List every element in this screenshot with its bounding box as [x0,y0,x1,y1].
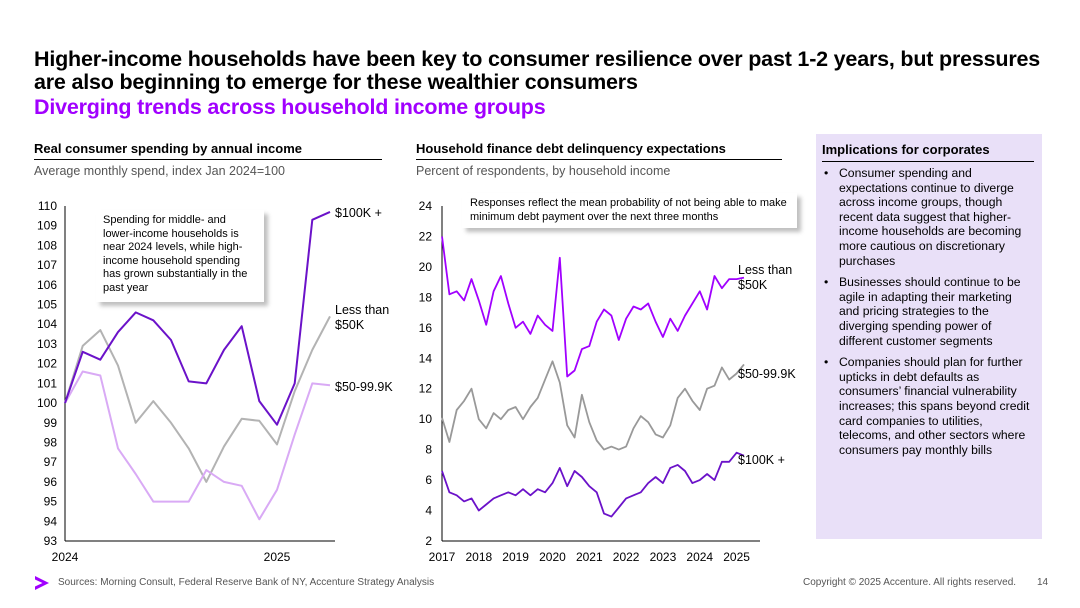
x-tick-label: 2021 [576,550,603,564]
y-tick-label: 24 [419,199,433,213]
y-tick-label: 100 [37,396,57,410]
y-tick-label: 18 [419,290,433,304]
x-tick-label: 2017 [429,550,456,564]
spending-chart: 93 94 95 96 97 98 99 100 101 102 103 104 105 106 107 10… [37,199,393,564]
y-tick-label: 99 [44,416,58,430]
right-callout: Responses reflect the mean probability o… [462,193,797,228]
y-tick-label: 2 [425,534,432,548]
footer-copyright: Copyright © 2025 Accenture. All rights r… [803,577,1017,588]
y-tick-label: 93 [44,534,58,548]
accenture-logo-icon [35,576,49,590]
x-tick-label: 2024 [686,550,713,564]
series-line [441,236,745,378]
x-tick-label: 2018 [465,550,492,564]
series-label: $100K + [335,206,382,220]
y-tick-label: 16 [419,321,433,335]
y-tick-label: 109 [37,219,57,233]
footer-sources: Sources: Morning Consult, Federal Reserv… [58,577,435,588]
callout-pointer [264,250,288,298]
y-tick-label: 104 [37,317,57,331]
y-tick-label: 97 [44,455,58,469]
series-line [441,451,745,518]
y-tick-label: 10 [419,412,433,426]
y-tick-label: 96 [44,475,58,489]
y-tick-label: 8 [425,443,432,457]
y-tick-label: 102 [37,357,57,371]
series-label: Less than $50K [335,303,389,332]
x-tick-label: 2025 [723,550,750,564]
y-tick-label: 94 [44,514,58,528]
y-tick-label: 95 [44,495,58,509]
y-tick-label: 14 [419,351,433,365]
y-tick-label: 106 [37,278,57,292]
series-label: $50-99.9K [335,380,393,394]
x-tick-label: 2022 [613,550,640,564]
y-tick-label: 107 [37,258,57,272]
implications-list: Consumer spending and expectations conti… [822,166,1034,457]
x-tick-label: 2020 [539,550,566,564]
implications-heading: Implications for corporates [822,142,1034,162]
left-panel-subheading: Average monthly spend, index Jan 2024=10… [34,164,285,178]
page-number: 14 [1037,577,1049,588]
right-panel-subheading: Percent of respondents, by household inc… [416,164,671,178]
page-title: Higher-income households have been key t… [34,47,1041,94]
x-tick-label: 2024 [52,550,79,564]
series-line [441,360,745,451]
series-line [64,315,331,483]
x-tick-label: 2025 [264,550,291,564]
series-line [64,370,331,521]
series-line [64,210,331,426]
implication-item: Companies should plan for further uptick… [822,355,1034,457]
y-tick-label: 6 [425,473,432,487]
implications-panel: Implications for corporates Consumer spe… [816,134,1042,539]
y-tick-label: 105 [37,298,57,312]
y-tick-label: 108 [37,238,57,252]
implication-item: Businesses should continue to be agile i… [822,275,1034,348]
right-panel-heading: Household finance debt delinquency expec… [416,141,782,160]
y-tick-label: 98 [44,435,58,449]
y-tick-label: 103 [37,337,57,351]
y-tick-label: 20 [419,260,433,274]
series-label: Less than $50K [738,263,792,292]
series-label: $100K + [738,453,785,467]
y-tick-label: 4 [425,504,432,518]
left-callout: Spending for middle- and lower-income ho… [96,210,264,302]
y-tick-label: 12 [419,382,433,396]
y-tick-label: 22 [419,229,433,243]
x-tick-label: 2023 [650,550,677,564]
series-label: $50-99.9K [738,367,796,381]
y-tick-label: 110 [38,199,57,213]
implication-item: Consumer spending and expectations conti… [822,166,1034,268]
left-panel-heading: Real consumer spending by annual income [34,141,382,160]
x-tick-label: 2019 [502,550,529,564]
page-subtitle: Diverging trends across household income… [34,95,546,119]
y-tick-label: 101 [37,376,57,390]
